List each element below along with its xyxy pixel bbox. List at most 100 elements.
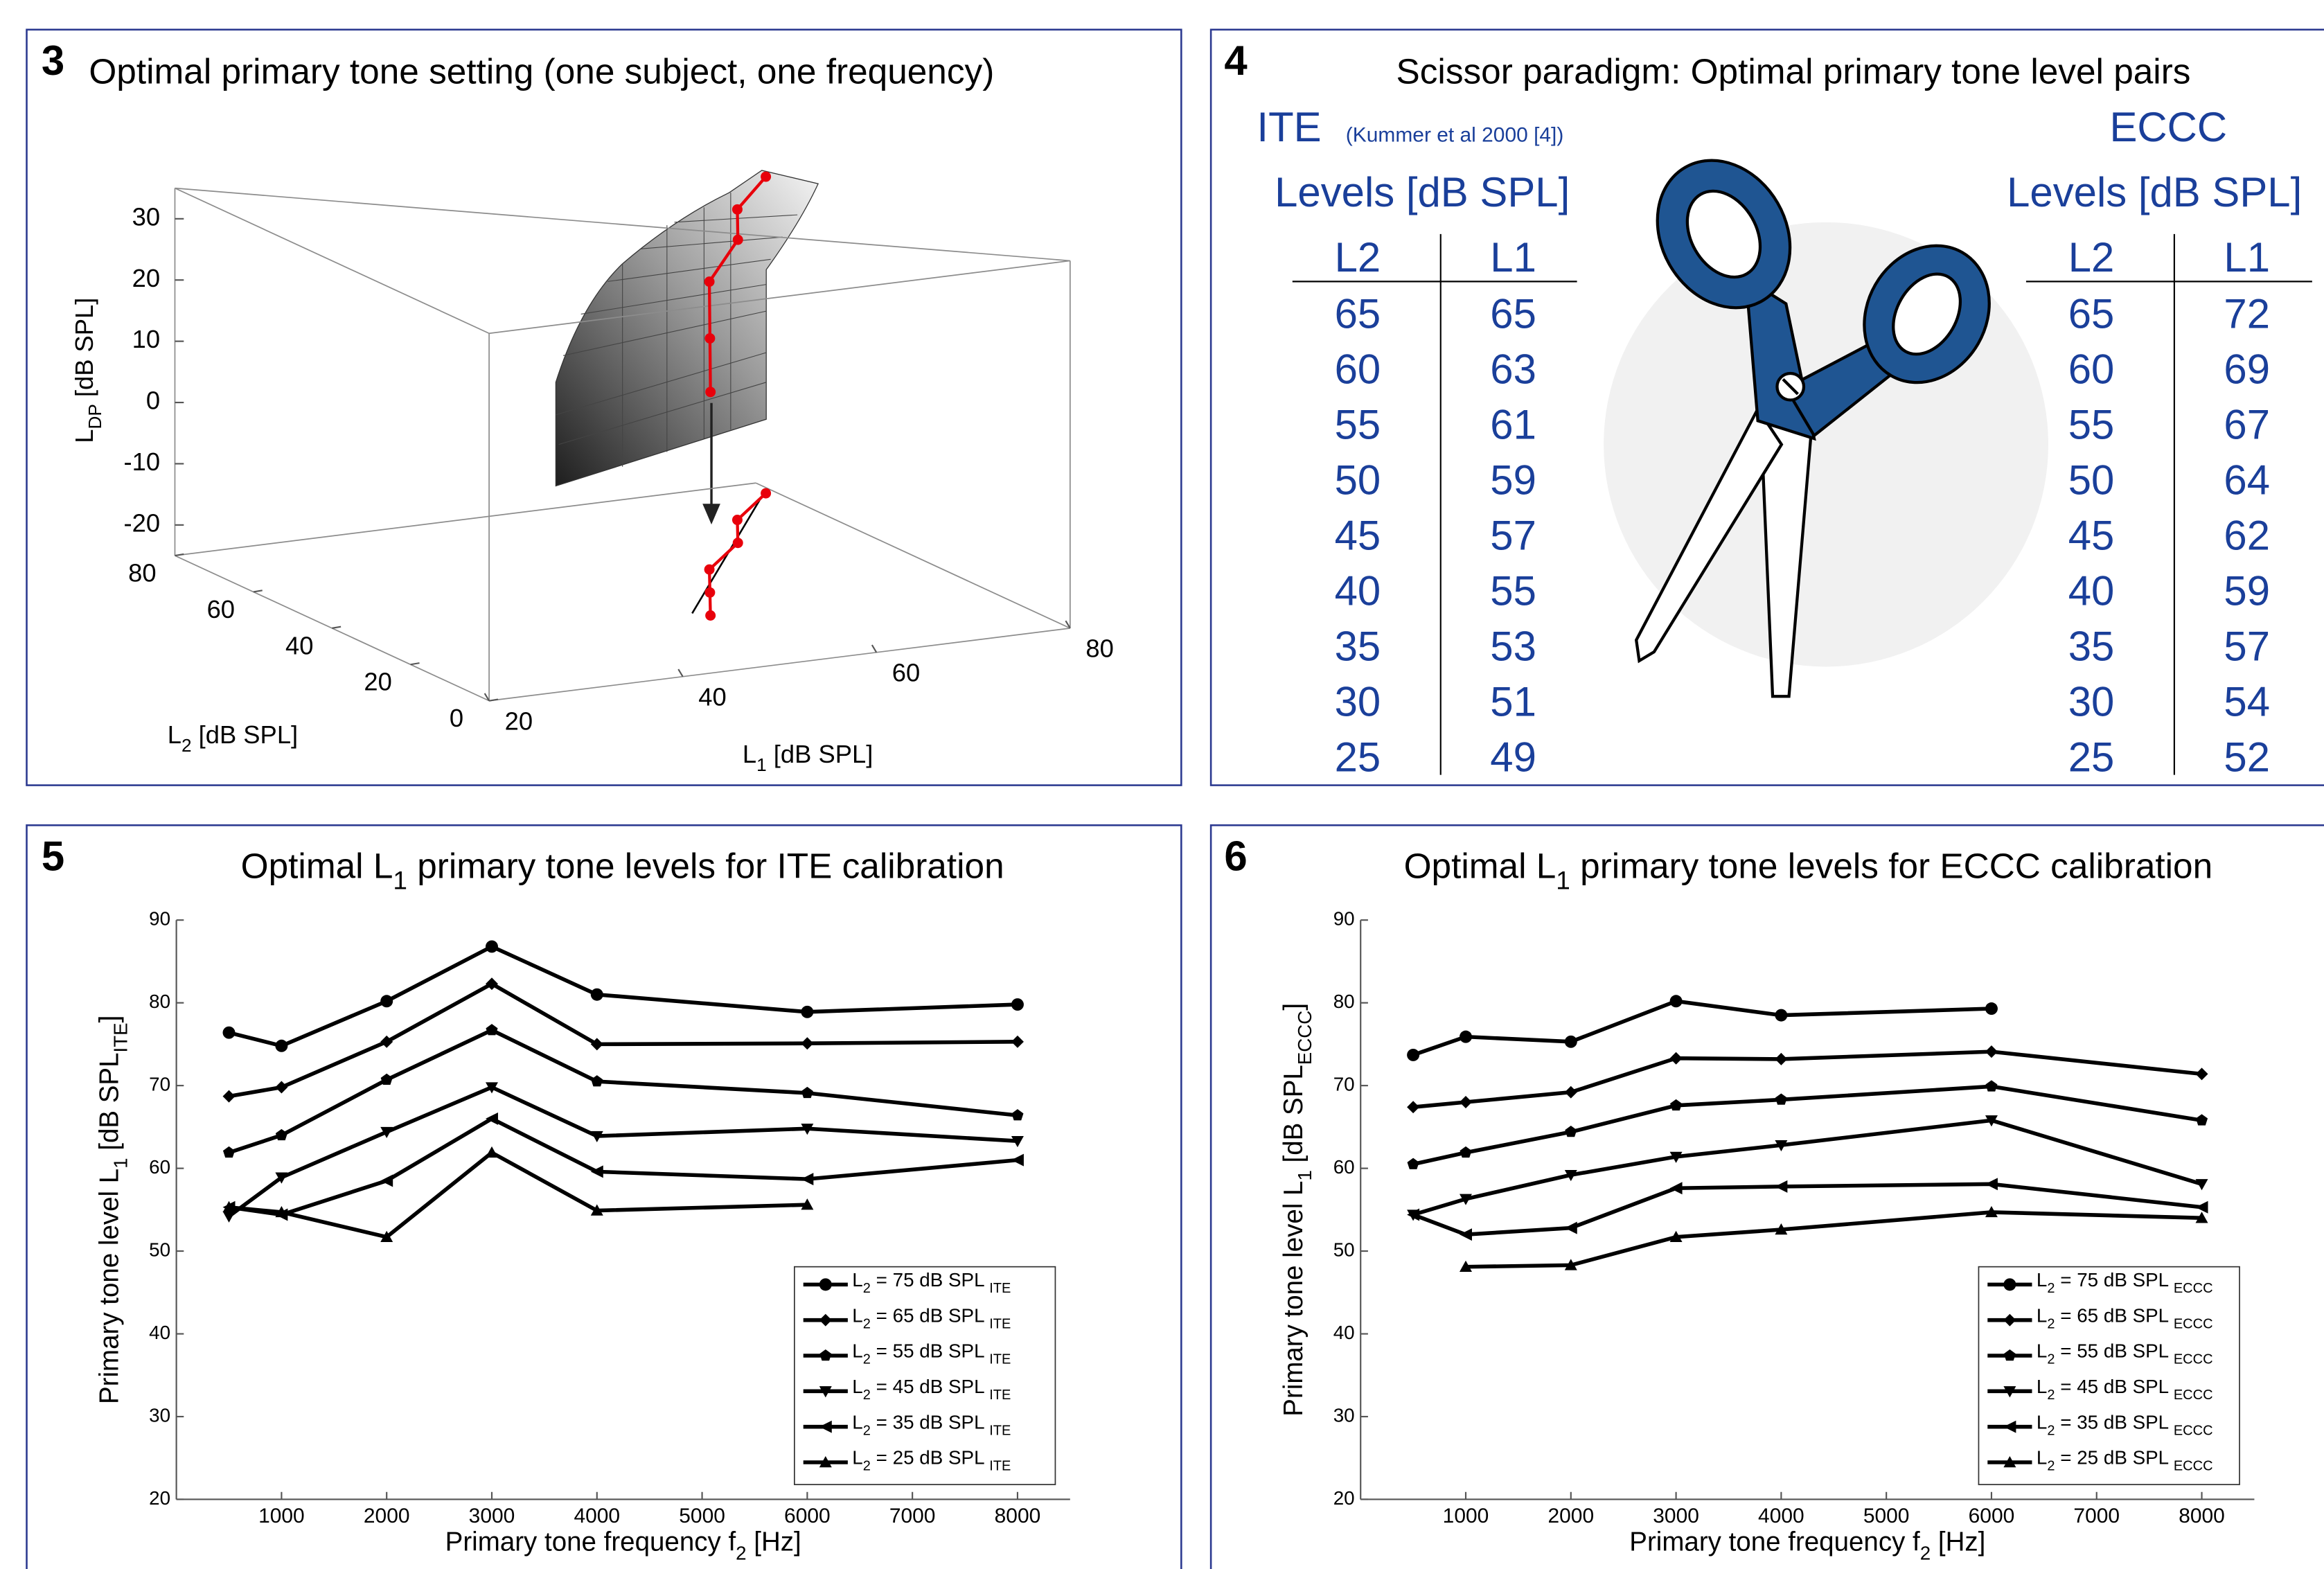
x-tick-label: 8000	[2179, 1505, 2225, 1527]
x-tick	[871, 644, 878, 653]
x-tick-label: 7000	[2073, 1505, 2120, 1527]
text-part: L	[168, 720, 181, 749]
legend-label: L2 = 55 dB SPL ECCC	[2037, 1340, 2213, 1367]
y-tick	[488, 698, 499, 702]
text-part: L	[852, 1269, 862, 1291]
x-tick-label: 8000	[995, 1505, 1041, 1527]
y-tick-label: 50	[149, 1239, 170, 1260]
table-cell: 50	[2068, 457, 2115, 504]
text-part: primary tone levels for ECCC calibration	[1570, 846, 2212, 885]
text-part: L	[852, 1340, 862, 1362]
panel-title: Scissor paradigm: Optimal primary tone l…	[1396, 52, 2191, 91]
table-cell: 45	[2068, 513, 2115, 559]
table-cell: 35	[1335, 623, 1381, 669]
optimal-point	[731, 204, 743, 215]
projected-point	[704, 587, 716, 598]
table-cell: 52	[2224, 734, 2270, 780]
legend-label: L2 = 25 dB SPL ITE	[852, 1447, 1011, 1474]
chart-title: Optimal L1 primary tone levels for ECCC …	[1404, 846, 2213, 895]
data-point	[1669, 1230, 1683, 1242]
pivot-slot	[1782, 378, 1799, 396]
legend-label: L2 = 65 dB SPL ECCC	[2037, 1305, 2213, 1332]
legend-marker	[2003, 1349, 2016, 1361]
x-tick	[677, 668, 684, 677]
legend-label: L2 = 75 dB SPL ECCC	[2037, 1269, 2213, 1296]
text-part: Primary tone frequency f	[1629, 1527, 1920, 1557]
column-header: L1	[2224, 234, 2270, 281]
legend-label: L2 = 75 dB SPL ITE	[852, 1269, 1011, 1296]
y-tick-label: 60	[149, 1156, 170, 1178]
text-part: [Hz]	[1931, 1527, 1985, 1557]
text-part: [dB SPL	[1279, 1065, 1309, 1170]
data-point	[1407, 1158, 1419, 1169]
y-tick	[175, 553, 184, 557]
y-tick-label: 20	[149, 1487, 170, 1509]
data-point	[1407, 1208, 1420, 1221]
x-axis-label: L1 [dB SPL]	[743, 739, 873, 774]
optimal-point	[704, 333, 716, 344]
table-cell: 49	[1490, 734, 1536, 780]
data-point	[486, 1082, 498, 1094]
legend-label: L2 = 45 dB SPL ITE	[852, 1376, 1011, 1403]
data-point	[591, 1075, 603, 1087]
x-tick-label: 3000	[1653, 1505, 1699, 1527]
y-tick-label: 60	[1333, 1156, 1355, 1178]
table-heading: Levels [dB SPL]	[2007, 169, 2302, 215]
y-tick-label: 90	[149, 908, 170, 930]
legend-marker	[2003, 1278, 2016, 1291]
legend-marker	[2003, 1420, 2016, 1433]
data-point	[380, 1126, 393, 1139]
subscript: ECCC	[1294, 1011, 1315, 1065]
data-point	[1985, 1002, 1998, 1016]
optimal-point	[704, 276, 715, 287]
table-cell: 45	[1335, 513, 1381, 559]
data-point	[1985, 1205, 1998, 1218]
z-tick-label: 20	[132, 264, 160, 292]
y-tick-label: 80	[149, 991, 170, 1012]
x-tick-label: 6000	[784, 1505, 831, 1527]
column-header: L2	[1335, 234, 1381, 281]
subscript: 2	[2047, 1352, 2055, 1367]
data-point	[486, 977, 498, 991]
text-part: Optimal L	[241, 846, 393, 885]
x-axis-label: Primary tone frequency f2 [Hz]	[1629, 1527, 1985, 1564]
data-point	[801, 1124, 814, 1135]
data-point	[1669, 995, 1683, 1008]
box-edge	[755, 482, 1071, 629]
projection-arrow	[702, 402, 720, 525]
data-point	[2195, 1114, 2208, 1126]
data-point	[801, 1173, 814, 1186]
panel-number: 4	[1224, 37, 1247, 84]
table-name: ECCC	[2109, 104, 2227, 150]
table-cell: 60	[1335, 346, 1381, 393]
text-part: ]	[1279, 1003, 1309, 1011]
subscript: 2	[863, 1317, 871, 1332]
data-point	[1011, 1135, 1024, 1148]
box-edge	[175, 482, 756, 556]
projected-point	[731, 515, 743, 526]
box-edge	[175, 187, 1070, 262]
data-point	[590, 1204, 603, 1216]
y-tick-label: 40	[1333, 1322, 1355, 1343]
x-tick-label: 5000	[1863, 1505, 1910, 1527]
data-point	[1407, 1048, 1420, 1061]
y-tick-label: 70	[1333, 1073, 1355, 1094]
table-cell: 25	[2068, 734, 2115, 780]
chart-title: Optimal L1 primary tone levels for ITE c…	[241, 846, 1004, 895]
legend-marker	[2003, 1456, 2016, 1468]
x-tick-label: 2000	[364, 1505, 410, 1527]
projected-point	[705, 610, 716, 621]
box-edge	[488, 628, 1070, 702]
data-point	[1460, 1228, 1472, 1241]
text-part: L	[2037, 1269, 2047, 1291]
legend-label: L2 = 45 dB SPL ECCC	[2037, 1376, 2213, 1403]
legend-label: L2 = 55 dB SPL ITE	[852, 1340, 1011, 1367]
subscript: ECCC	[2174, 1388, 2213, 1403]
table-cell: 55	[1335, 402, 1381, 448]
data-point	[1460, 1194, 1472, 1205]
text-part: [dB SPL]	[192, 720, 299, 749]
table-cell: 64	[2224, 457, 2270, 504]
handle-hole	[1892, 272, 1962, 356]
data-point	[1775, 1223, 1788, 1235]
